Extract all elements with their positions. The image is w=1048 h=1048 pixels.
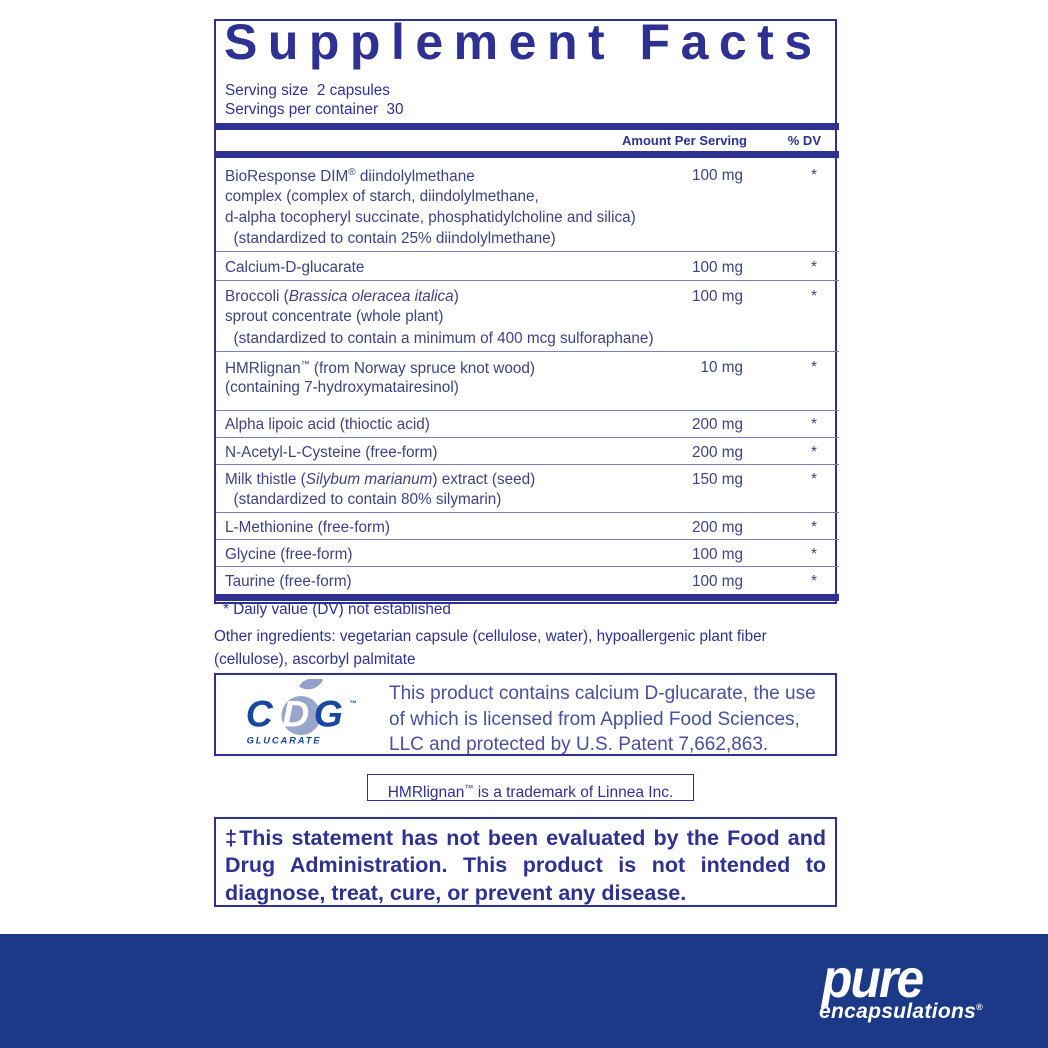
svg-text:G: G <box>314 693 343 735</box>
svg-text:GLUCARATE: GLUCARATE <box>247 736 322 746</box>
svg-text:C: C <box>246 693 274 735</box>
svg-text:D: D <box>282 693 309 735</box>
svg-text:™: ™ <box>349 699 357 708</box>
